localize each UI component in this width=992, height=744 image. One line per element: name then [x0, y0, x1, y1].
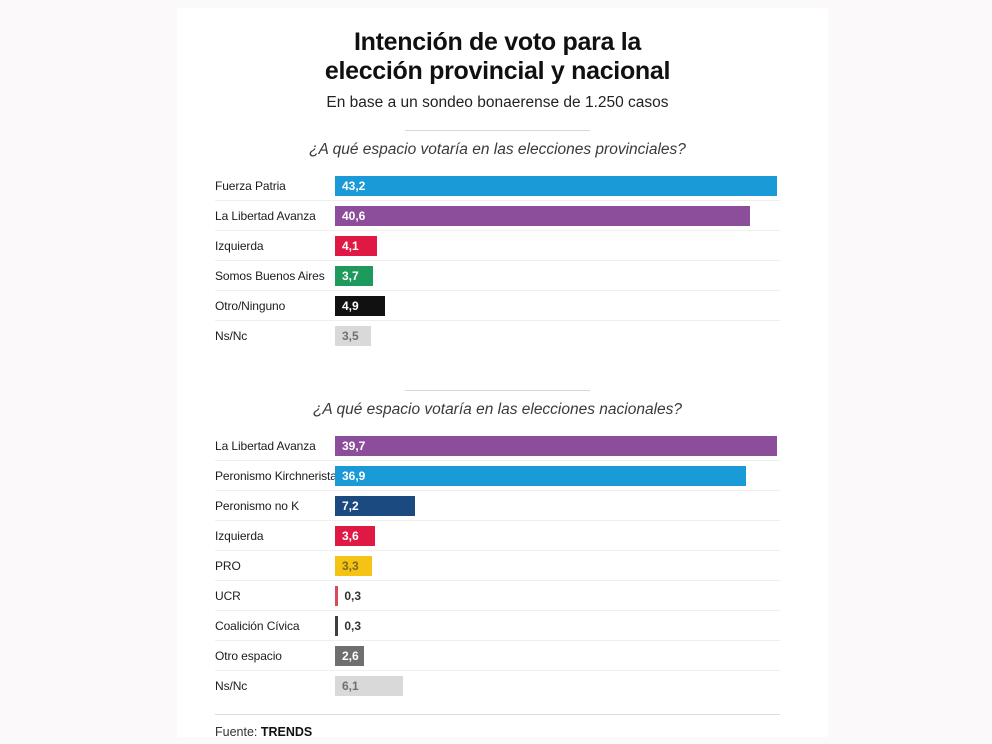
chart-row: Izquierda 4,1 [215, 231, 780, 261]
bar-track: 3,7 [335, 265, 780, 286]
section-divider [405, 130, 590, 131]
bar-track: 2,6 [335, 645, 780, 666]
source-credit: Fuente: TRENDS [215, 715, 780, 739]
bar [335, 615, 339, 636]
bar-track: 36,9 [335, 465, 780, 486]
bar: 36,9 [335, 465, 746, 486]
category-label: Otro espacio [215, 648, 282, 663]
chart-title-provincial: ¿A qué espacio votaría en las elecciones… [309, 141, 686, 158]
category-label: La Libertad Avanza [215, 438, 316, 453]
category-label: Ns/Nc [215, 328, 248, 343]
bar: 43,2 [335, 175, 777, 196]
bar: 3,7 [335, 265, 373, 286]
category-label: La Libertad Avanza [215, 208, 316, 223]
page-title-line2: elección provincial y nacional [324, 57, 671, 85]
bar: 4,9 [335, 295, 386, 316]
category-label: Somos Buenos Aires [215, 268, 325, 283]
value-label: 0,3 [344, 588, 362, 603]
bar-track: 43,2 [335, 175, 780, 196]
bar-track: 39,7 [335, 435, 780, 456]
bar-track: 3,3 [335, 555, 780, 576]
chart-row: Somos Buenos Aires 3,7 [215, 261, 780, 291]
category-label: Fuerza Patria [215, 178, 286, 193]
chart-row: Izquierda 3,6 [215, 521, 780, 551]
bar-track: 6,1 [335, 675, 780, 696]
bar-chart-provincial: Fuerza Patria 43,2 La Libertad Avanza 40,6 I… [215, 171, 780, 350]
value-label: 6,1 [342, 678, 359, 693]
chart-row: La Libertad Avanza 39,7 [215, 431, 780, 461]
value-label: 36,9 [342, 468, 366, 483]
category-label: Ns/Nc [215, 678, 248, 693]
bar-track: 40,6 [335, 205, 780, 226]
bar: 3,3 [335, 555, 372, 576]
category-label: Izquierda [215, 238, 264, 253]
bar-chart-national: La Libertad Avanza 39,7 Peronismo Kirchner… [215, 431, 780, 700]
bar: 2,6 [335, 645, 364, 666]
source-prefix: Fuente: [215, 725, 258, 739]
category-label: Otro/Ninguno [215, 298, 286, 313]
category-label: Peronismo no K [215, 498, 299, 513]
bar: 6,1 [335, 675, 403, 696]
chart-title-national: ¿A qué espacio votaría en las elecciones… [312, 401, 683, 418]
bar-track: 0,3 [335, 585, 780, 606]
bar-track: 0,3 [335, 615, 780, 636]
value-label: 39,7 [342, 438, 366, 453]
value-label: 3,3 [342, 558, 359, 573]
chart-row: La Libertad Avanza 40,6 [215, 201, 780, 231]
footer-divider [215, 714, 780, 715]
category-label: Coalición Cívica [215, 618, 300, 633]
value-label: 4,1 [342, 238, 359, 253]
category-label: UCR [215, 588, 241, 603]
category-label: Peronismo Kirchnerista [215, 468, 337, 483]
chart-row: Otro espacio 2,6 [215, 641, 780, 671]
section-divider [405, 390, 590, 391]
value-label: 3,7 [342, 268, 359, 283]
infographic-card: Intención de voto para la elección provin… [177, 8, 828, 739]
bar-track: 4,9 [335, 295, 780, 316]
value-label: 2,6 [342, 648, 359, 663]
subtitle: En base a un sondeo bonaerense de 1.250 … [326, 94, 669, 111]
page-title-line1: Intención de voto para la [354, 28, 641, 56]
chart-row: Ns/Nc 3,5 [215, 321, 780, 350]
chart-row: UCR 0,3 [215, 581, 780, 611]
bar-track: 7,2 [335, 495, 780, 516]
bar-track: 3,5 [335, 325, 780, 346]
category-label: PRO [215, 558, 241, 573]
chart-row: Peronismo Kirchnerista 36,9 [215, 461, 780, 491]
bar: 39,7 [335, 435, 777, 456]
value-label: 4,9 [342, 298, 359, 313]
bar: 3,5 [335, 325, 371, 346]
value-label: 3,5 [342, 328, 359, 343]
value-label: 43,2 [342, 178, 366, 193]
page-title: Intención de voto para la elección provin… [215, 28, 780, 86]
bar: 40,6 [335, 205, 751, 226]
chart-row: Peronismo no K 7,2 [215, 491, 780, 521]
bar: 4,1 [335, 235, 377, 256]
bar: 3,6 [335, 525, 376, 546]
category-label: Izquierda [215, 528, 264, 543]
chart-row: Ns/Nc 6,1 [215, 671, 780, 700]
chart-provincial: ¿A qué espacio votaría en las elecciones… [215, 130, 780, 350]
chart-row: PRO 3,3 [215, 551, 780, 581]
chart-row: Otro/Ninguno 4,9 [215, 291, 780, 321]
value-label: 7,2 [342, 498, 359, 513]
bar: 7,2 [335, 495, 416, 516]
bar-track: 4,1 [335, 235, 780, 256]
value-label: 3,6 [342, 528, 359, 543]
chart-row: Coalición Cívica 0,3 [215, 611, 780, 641]
value-label: 40,6 [342, 208, 366, 223]
value-label: 0,3 [344, 618, 362, 633]
bar-track: 3,6 [335, 525, 780, 546]
chart-national: ¿A qué espacio votaría en las elecciones… [215, 390, 780, 700]
bar [335, 585, 339, 606]
chart-row: Fuerza Patria 43,2 [215, 171, 780, 201]
footer: Fuente: TRENDS [215, 714, 780, 739]
source-name: TRENDS [260, 725, 313, 739]
